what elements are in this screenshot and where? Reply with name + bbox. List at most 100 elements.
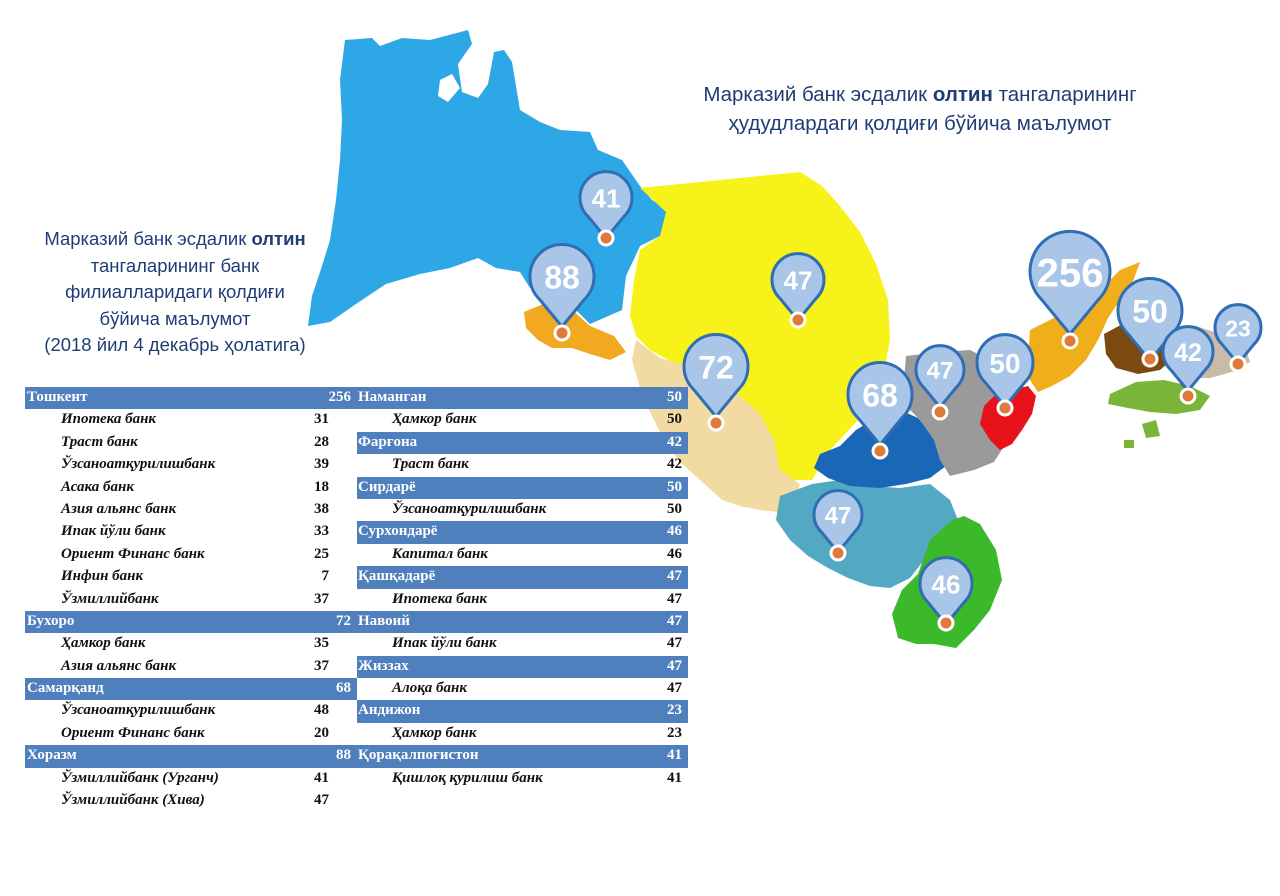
bank-name: Ипак йўли банк (61, 523, 166, 540)
bank-row: Қишлоқ қурилиш банк 41 (357, 768, 688, 790)
table-title-bold: олтин (251, 228, 306, 249)
region-total: 47 (667, 612, 682, 629)
map-marker-icon (578, 170, 634, 241)
table-title-line5: (2018 йил 4 декабрь ҳолатига) (44, 334, 306, 355)
region-total: 50 (667, 478, 682, 495)
region-name: Жиззах (358, 657, 409, 674)
region-name: Бухоро (27, 612, 75, 629)
bank-count: 28 (314, 433, 329, 450)
region-total: 42 (667, 433, 682, 450)
region-total: 50 (667, 389, 682, 405)
region-name: Фарғона (358, 433, 418, 450)
pin-value: 47 (784, 265, 813, 295)
region-total: 23 (667, 702, 682, 719)
bank-row: Азия альянс банк 37 (25, 656, 357, 678)
region-total: 72 (336, 612, 351, 629)
bank-name: Алоқа банк (392, 680, 467, 697)
region-total: 68 (336, 680, 351, 697)
location-dot-icon (829, 544, 847, 562)
bank-name: Қишлоқ қурилиш банк (392, 769, 543, 786)
location-dot-icon (1061, 332, 1079, 350)
pin-value: 256 (1037, 251, 1104, 295)
pin-kashkadarya: 47 (812, 489, 864, 562)
pin-samarkand: 68 (846, 361, 914, 460)
pin-value: 42 (1174, 339, 1202, 367)
bank-row: Ипотека банк 47 (357, 589, 688, 611)
bank-row: Ориент Финанс банк 20 (25, 723, 357, 745)
bank-count: 48 (314, 702, 329, 719)
bank-row: Капитал банк 46 (357, 544, 688, 566)
bank-count: 37 (314, 590, 329, 607)
bank-row: Ипак йўли банк 47 (357, 633, 688, 655)
table-title-line1: Марказий банк эсдалик (44, 228, 252, 249)
pin-syrdarya: 50 (975, 333, 1035, 417)
map-marker-icon (682, 333, 750, 419)
exclave-soх (1142, 420, 1160, 438)
location-dot-icon (1141, 350, 1159, 368)
bank-count: 35 (314, 635, 329, 652)
bank-row: Ўзсаноатқурилишбанк 48 (25, 700, 357, 722)
branch-table-left: Тошкент 256 Ипотека банк 31 Траст банк 28 Ўзса… (25, 387, 357, 812)
region-total: 47 (667, 657, 682, 674)
location-dot-icon (931, 403, 949, 421)
region-name: Андижон (358, 702, 421, 719)
bank-name: Ўзсаноатқурилишбанк (392, 500, 547, 517)
bank-row: Ориент Финанс банк 25 (25, 544, 357, 566)
bank-count: 39 (314, 456, 329, 473)
bank-name: Ипак йўли банк (392, 635, 497, 652)
bank-name: Ўзсаноатқурилишбанк (61, 456, 216, 473)
bank-count: 41 (314, 769, 329, 786)
bank-count: 37 (314, 657, 329, 674)
bank-name: Ориент Финанс банк (61, 724, 205, 741)
bank-count: 50 (667, 411, 682, 428)
branch-table-right: Наманган 50 Ҳамкор банк 50 Фарғона 42 Траст ба… (357, 387, 688, 790)
region-name: Қашқадарё (358, 568, 436, 585)
pin-value: 46 (932, 569, 961, 599)
bank-row: Ўзсаноатқурилишбанк 50 (357, 499, 688, 521)
region-header-row: Тошкент 256 (25, 387, 357, 410)
bank-name: Ҳамкор банк (61, 635, 146, 652)
pin-value: 72 (698, 350, 734, 386)
bank-row: Инфин банк 7 (25, 566, 357, 588)
map-marker-icon (914, 344, 966, 410)
region-name: Сирдарё (358, 478, 416, 495)
bank-count: 18 (314, 478, 329, 495)
pin-navoi: 47 (770, 252, 826, 329)
bank-count: 47 (314, 792, 329, 809)
bank-name: Ҳамкор банк (392, 411, 477, 428)
bank-count: 23 (667, 724, 682, 741)
bank-count: 47 (667, 680, 682, 697)
bank-name: Ориент Финанс банк (61, 545, 205, 562)
bank-name: Асака банк (61, 478, 134, 495)
map-marker-icon (770, 252, 826, 323)
bank-name: Азия альянс банк (61, 500, 177, 517)
location-dot-icon (553, 324, 571, 342)
region-header-row: Наманган 50 (357, 387, 688, 410)
region-header-row: Қашқадарё 47 (357, 566, 688, 589)
aral-sea-island (438, 74, 460, 102)
bank-row: Ҳамкор банк 35 (25, 633, 357, 655)
region-total: 41 (667, 747, 682, 764)
pin-value: 47 (825, 503, 852, 530)
region-navoi (630, 172, 890, 480)
bank-count: 42 (667, 456, 682, 473)
map-title: Марказий банк эсдалик олтин тангаларинин… (640, 80, 1200, 138)
bank-row: Ўзмиллийбанк (Урганч) 41 (25, 768, 357, 790)
bank-count: 25 (314, 545, 329, 562)
map-marker-icon (528, 243, 596, 329)
pin-value: 88 (544, 260, 580, 296)
region-name: Тошкент (27, 389, 88, 405)
location-dot-icon (937, 614, 955, 632)
bank-count: 7 (321, 568, 330, 585)
bank-count: 41 (667, 769, 682, 786)
region-name: Қорақалпоғистон (358, 747, 479, 764)
table-title: Марказий банк эсдалик олтин тангаларинин… (10, 226, 340, 359)
region-name: Навоий (358, 612, 410, 629)
bank-row: Ўзмиллийбанк 37 (25, 589, 357, 611)
region-header-row: Сирдарё 50 (357, 476, 688, 499)
bank-row: Ипотека банк 31 (25, 409, 357, 431)
map-title-line1: Марказий банк эсдалик (703, 83, 933, 106)
pin-value: 41 (592, 183, 621, 213)
bank-row: Ҳамкор банк 50 (357, 409, 688, 431)
region-name: Хоразм (27, 747, 77, 764)
